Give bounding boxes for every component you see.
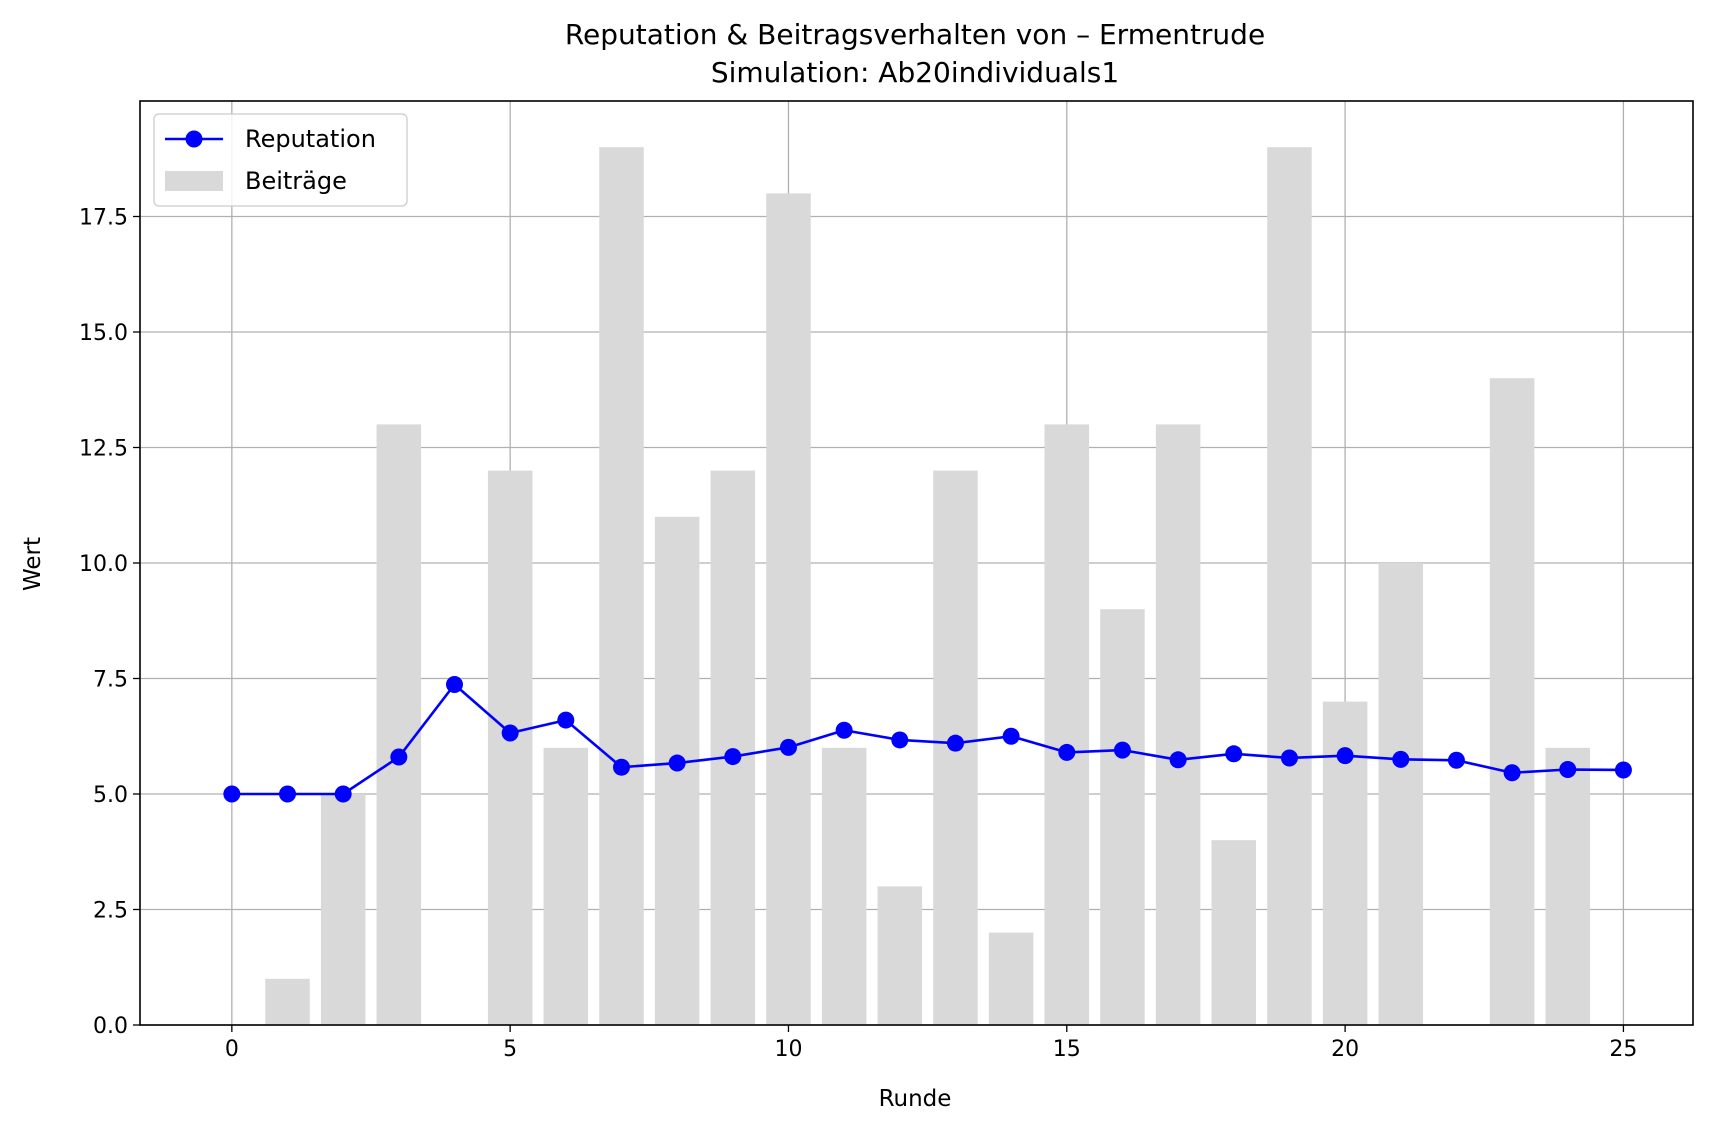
reputation-line xyxy=(223,676,1632,803)
x-tick-label: 0 xyxy=(225,1037,239,1062)
contribution-bar xyxy=(320,794,366,1025)
y-tick-label: 12.5 xyxy=(79,437,128,462)
reputation-point xyxy=(1559,761,1577,779)
legend-label-reputation: Reputation xyxy=(245,125,376,153)
x-tick-label: 10 xyxy=(774,1037,802,1062)
chart-subtitle: Simulation: Ab20individuals1 xyxy=(711,56,1119,89)
legend-label-beitraege: Beiträge xyxy=(245,167,347,195)
x-tick-label: 15 xyxy=(1053,1037,1081,1062)
contribution-bar xyxy=(877,886,923,1025)
reputation-point xyxy=(223,785,241,803)
contribution-bar xyxy=(1211,840,1257,1025)
contribution-bar xyxy=(821,747,867,1025)
contribution-bar xyxy=(1489,378,1535,1025)
y-tick-label: 0.0 xyxy=(93,1014,128,1039)
reputation-point xyxy=(1392,750,1410,768)
reputation-point xyxy=(1447,751,1465,769)
reputation-point xyxy=(334,785,352,803)
reputation-point xyxy=(390,748,408,766)
x-axis-label: Runde xyxy=(879,1086,952,1112)
reputation-point xyxy=(445,676,463,694)
contribution-bar xyxy=(1378,563,1424,1025)
contribution-bar xyxy=(1267,147,1312,1025)
y-tick-label: 10.0 xyxy=(79,552,128,577)
reputation-point xyxy=(779,738,797,756)
contribution-bar xyxy=(1100,609,1145,1025)
contribution-bar xyxy=(1545,747,1591,1025)
contribution-bar xyxy=(1155,424,1201,1025)
reputation-point xyxy=(946,734,964,752)
contribution-bar xyxy=(766,193,811,1025)
reputation-line-path xyxy=(231,683,1624,796)
y-tick-label: 5.0 xyxy=(93,783,128,808)
contribution-bar xyxy=(599,147,644,1025)
contribution-bar xyxy=(376,424,422,1025)
legend-bar-swatch xyxy=(165,171,223,191)
axis-ticks: 0 5 10 15 20 25 0.0 2.5 5.0 7.5 10.0 12.5 15.0 17.5 xyxy=(79,206,1637,1063)
reputation-point xyxy=(501,724,519,742)
reputation-point xyxy=(1225,745,1243,763)
reputation-point xyxy=(724,748,742,766)
reputation-point xyxy=(279,785,297,803)
reputation-point xyxy=(1169,751,1187,769)
contribution-bar xyxy=(710,470,756,1026)
y-axis-label: Wert xyxy=(20,537,46,591)
reputation-point xyxy=(1280,749,1298,767)
reputation-point xyxy=(1614,761,1632,779)
x-tick-label: 5 xyxy=(503,1037,517,1062)
contribution-bar xyxy=(988,932,1034,1025)
x-tick-label: 20 xyxy=(1331,1037,1359,1062)
y-tick-label: 17.5 xyxy=(79,206,128,231)
reputation-point xyxy=(1336,747,1354,765)
contribution-bar xyxy=(543,747,589,1025)
contribution-bar xyxy=(265,978,310,1025)
y-tick-label: 15.0 xyxy=(79,321,128,346)
x-tick-label: 25 xyxy=(1609,1037,1637,1062)
reputation-point xyxy=(1113,741,1131,759)
reputation-point xyxy=(1058,743,1076,761)
contribution-bar xyxy=(487,470,533,1026)
y-tick-label: 2.5 xyxy=(93,899,128,924)
contribution-bars xyxy=(265,147,1591,1026)
contribution-bar xyxy=(1044,424,1090,1025)
legend-marker-swatch xyxy=(185,130,203,148)
reputation-point xyxy=(891,731,909,749)
reputation-point xyxy=(668,754,686,772)
reputation-point xyxy=(612,758,630,776)
reputation-point xyxy=(835,721,853,739)
reputation-point xyxy=(1503,764,1521,782)
legend: Reputation Beiträge xyxy=(153,113,408,207)
chart-title: Reputation & Beitragsverhalten von – Erm… xyxy=(565,18,1265,51)
reputation-point xyxy=(1002,727,1020,745)
reputation-point xyxy=(557,711,575,729)
y-tick-label: 7.5 xyxy=(93,668,128,693)
